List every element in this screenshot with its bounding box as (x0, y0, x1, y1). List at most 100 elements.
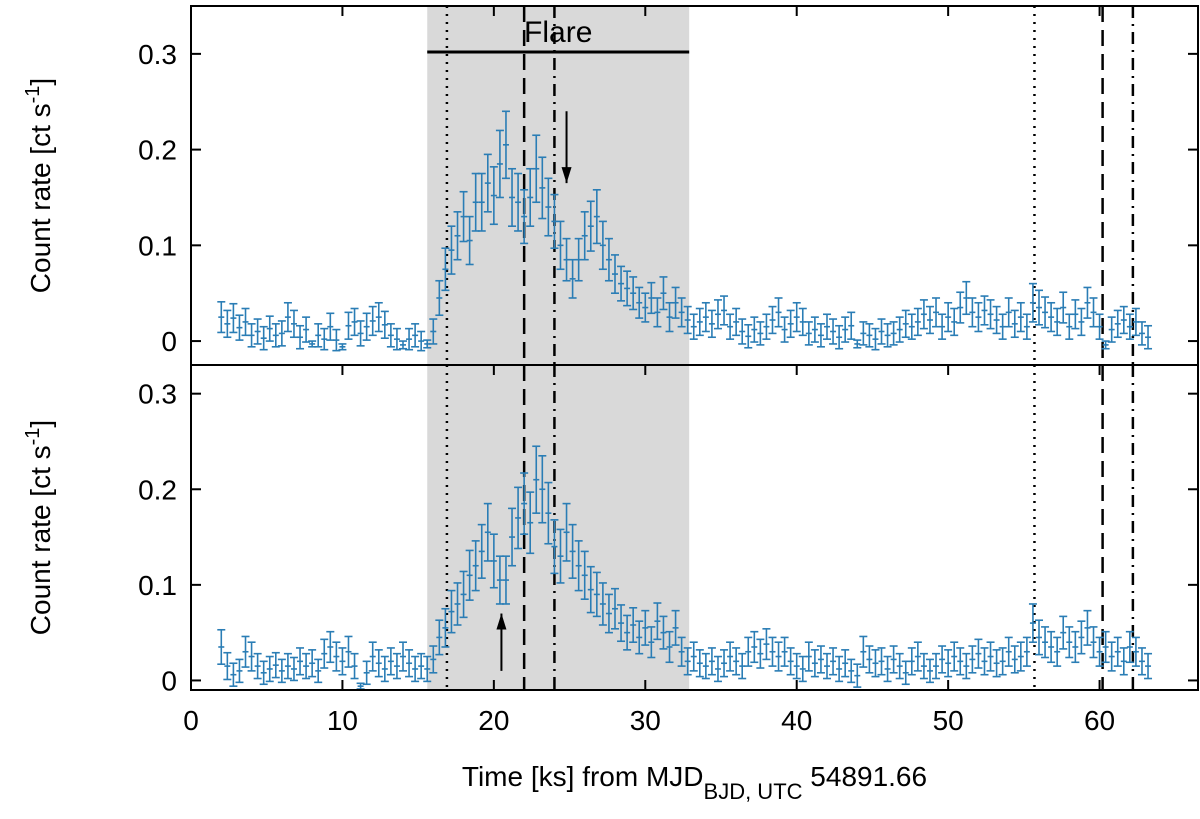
data-point (647, 281, 656, 315)
data-point (653, 297, 662, 328)
data-point (241, 635, 250, 668)
data-point (635, 286, 644, 319)
data-point (756, 638, 765, 669)
data-point (925, 658, 934, 684)
data-point (356, 320, 365, 347)
data-point (1071, 630, 1080, 664)
data-point (1041, 296, 1050, 329)
y-ticks-top: 0 0.1 0.2 0.3 (138, 39, 1198, 357)
data-point (944, 301, 953, 333)
data-point (810, 649, 819, 678)
y-tick-label: 0.3 (138, 379, 177, 410)
data-point (732, 307, 741, 337)
data-point (392, 652, 401, 680)
data-point (932, 652, 941, 680)
data-point (423, 655, 432, 683)
data-point (653, 602, 662, 641)
data-point (574, 237, 583, 282)
data-point (598, 220, 607, 271)
data-point (919, 299, 928, 330)
data-point (223, 309, 232, 339)
data-point (386, 323, 395, 348)
data-point (562, 502, 571, 562)
data-point (586, 200, 595, 252)
data-series-top (217, 110, 1153, 352)
data-point (913, 307, 922, 337)
data-point (241, 307, 250, 337)
data-point (665, 630, 674, 664)
data-point (574, 540, 583, 592)
data-point (871, 327, 880, 351)
data-point (1065, 313, 1074, 340)
data-point (1083, 286, 1092, 319)
data-point (598, 582, 607, 626)
frame-top (190, 5, 1199, 366)
x-ticks: 0 10 20 30 40 50 60 (183, 6, 1115, 736)
data-point (895, 652, 904, 680)
data-point (296, 647, 305, 676)
frame-bottom (190, 364, 1199, 691)
data-point (568, 258, 577, 299)
data-point (647, 626, 656, 659)
data-point (429, 645, 438, 674)
data-point (913, 641, 922, 672)
data-point (810, 316, 819, 343)
data-point (756, 321, 765, 346)
data-point (405, 649, 414, 678)
data-point (962, 652, 971, 680)
data-point (1107, 641, 1116, 672)
data-point (1028, 603, 1037, 644)
data-point (865, 323, 874, 348)
data-point (320, 327, 329, 351)
data-point (1065, 626, 1074, 659)
data-point (641, 292, 650, 323)
data-point (998, 313, 1007, 340)
data-point (538, 156, 547, 220)
y-tick-label: 0 (161, 326, 177, 357)
data-point (629, 606, 638, 644)
data-point (380, 310, 389, 339)
data-point (1004, 636, 1013, 667)
data-point (695, 307, 704, 337)
data-point (380, 655, 389, 683)
data-point (1095, 313, 1104, 340)
y-axis-label-bottom-sup: -1 (22, 428, 44, 446)
data-point (641, 609, 650, 646)
data-point (889, 645, 898, 674)
data-point (859, 635, 868, 668)
data-point (726, 641, 735, 672)
x-axis-label-sub: BJD, UTC (704, 779, 803, 804)
data-point (774, 641, 783, 672)
data-point (271, 651, 280, 679)
data-point (289, 656, 298, 682)
data-point (556, 528, 565, 584)
data-point (259, 325, 268, 351)
data-point (1083, 609, 1092, 646)
data-point (350, 307, 359, 337)
arrow-bottom (496, 613, 507, 671)
data-point (671, 609, 680, 646)
data-point (465, 215, 474, 266)
data-point (956, 647, 965, 676)
data-point (526, 491, 535, 555)
data-point (235, 658, 244, 684)
data-point (399, 641, 407, 672)
data-point (762, 313, 771, 340)
data-point (1137, 647, 1146, 676)
data-point (296, 324, 305, 350)
data-point (332, 328, 341, 352)
data-point (1059, 615, 1068, 650)
data-point (1077, 307, 1086, 337)
data-point (768, 305, 777, 335)
data-point (1022, 636, 1031, 667)
data-point (980, 295, 989, 326)
data-point (1131, 636, 1140, 667)
data-point (823, 652, 831, 680)
data-point (919, 652, 928, 680)
data-point (1022, 313, 1031, 340)
data-point (405, 327, 414, 351)
data-point (683, 305, 692, 335)
data-point (750, 316, 759, 343)
data-point (332, 641, 341, 672)
data-point (1125, 313, 1134, 340)
